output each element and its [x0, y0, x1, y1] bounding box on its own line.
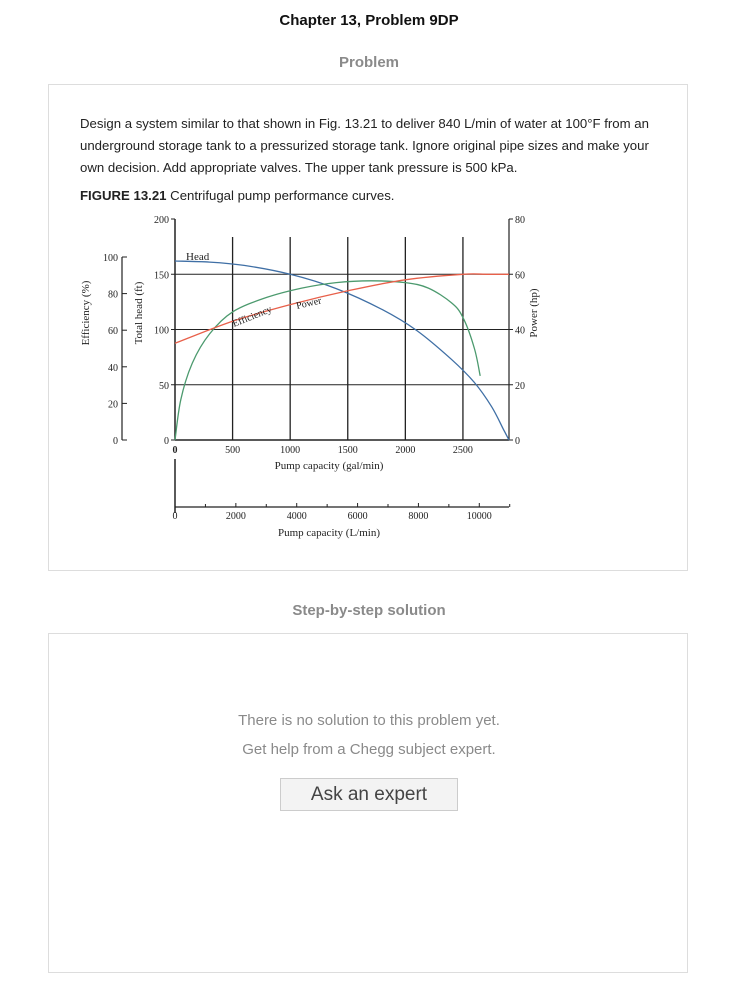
- efficiency-tick-label: 40: [108, 363, 118, 374]
- power-axis-label: Power (hp): [528, 288, 540, 338]
- figure-caption: FIGURE 13.21 Centrifugal pump performanc…: [80, 188, 394, 203]
- efficiency-tick-label: 80: [108, 290, 118, 301]
- head-tick-label: 50: [159, 381, 169, 392]
- head-curve-label: Head: [186, 251, 210, 263]
- efficiency-tick-label: 100: [103, 253, 118, 264]
- ask-an-expert-button[interactable]: Ask an expert: [280, 778, 458, 811]
- liters-axis-label: Pump capacity (L/min): [278, 527, 380, 539]
- power-tick-label: 20: [515, 381, 525, 392]
- solution-card: There is no solution to this problem yet…: [48, 633, 688, 973]
- figure-caption-text: Centrifugal pump performance curves.: [166, 188, 395, 203]
- head-axis-label: Total head (ft): [133, 281, 145, 344]
- page-title: Chapter 13, Problem 9DP: [279, 12, 459, 29]
- gal-tick-label: 1500: [338, 445, 358, 456]
- liters-tick-label: 6000: [348, 511, 368, 522]
- power-tick-label: 0: [515, 436, 520, 447]
- problem-heading: Problem: [338, 54, 399, 71]
- head-tick-label: 200: [154, 215, 169, 226]
- efficiency-curve-label: Efficiency: [231, 304, 274, 330]
- problem-text: Design a system similar to that shown in…: [80, 116, 649, 175]
- liters-tick-label: 4000: [287, 511, 307, 522]
- liters-tick-label: 10000: [467, 511, 492, 522]
- power-tick-label: 80: [515, 215, 525, 226]
- no-solution-line-2: Get help from a Chegg subject expert.: [242, 741, 496, 758]
- gal-tick-label: 1000: [280, 445, 300, 456]
- efficiency-tick-label: 60: [108, 326, 118, 337]
- power-tick-label: 60: [515, 270, 525, 281]
- problem-card: Design a system similar to that shown in…: [48, 84, 688, 571]
- liters-tick-label: 8000: [408, 511, 428, 522]
- gal-tick-label: 2000: [395, 445, 415, 456]
- pump-curve-figure: 0 50 100 150 200 0 20 40 60 80 100 0 20 40 60 80 0 500 100…: [79, 213, 549, 548]
- gal-tick-label: 0: [173, 445, 178, 456]
- efficiency-axis-label: Efficiency (%): [80, 280, 92, 345]
- power-tick-label: 40: [515, 326, 525, 337]
- chart-curves: [174, 260, 510, 441]
- gal-tick-label: 500: [225, 445, 240, 456]
- head-curve: [174, 260, 510, 441]
- solution-heading: Step-by-step solution: [292, 602, 446, 619]
- head-tick-label: 100: [154, 326, 169, 337]
- head-tick-label: 0: [164, 436, 169, 447]
- figure-label: FIGURE 13.21: [80, 188, 167, 203]
- liters-tick-label: 2000: [226, 511, 246, 522]
- gal-tick-label: 2500: [453, 445, 473, 456]
- gal-axis-label: Pump capacity (gal/min): [275, 460, 384, 472]
- power-curve-label: Power: [295, 295, 323, 312]
- chart-grid: [175, 237, 509, 440]
- efficiency-tick-label: 20: [108, 399, 118, 410]
- power-curve: [174, 273, 509, 344]
- no-solution-line-1: There is no solution to this problem yet…: [238, 712, 500, 729]
- head-tick-label: 150: [154, 270, 169, 281]
- efficiency-curve: [174, 280, 481, 441]
- efficiency-tick-label: 0: [113, 436, 118, 447]
- liters-tick-label: 0: [173, 511, 178, 522]
